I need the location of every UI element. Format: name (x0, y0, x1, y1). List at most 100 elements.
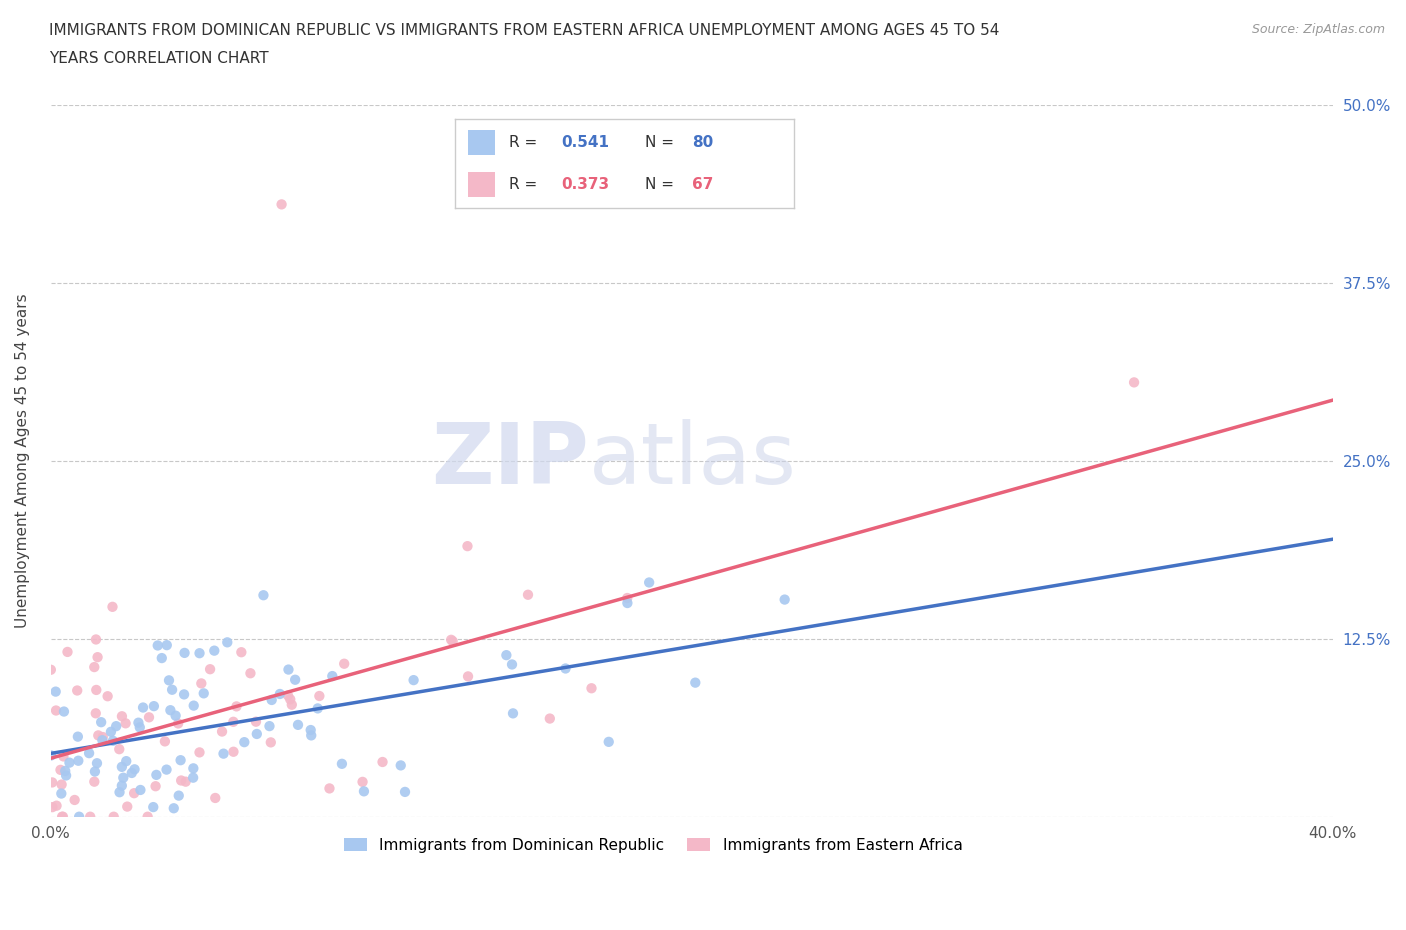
Point (136, 809, 159, 824)
Point (97, 689, 120, 704)
Point (39, 662, 62, 677)
Point (321, 669, 343, 684)
Text: IMMIGRANTS FROM DOMINICAN REPUBLIC VS IMMIGRANTS FROM EASTERN AFRICA UNEMPLOYMEN: IMMIGRANTS FROM DOMINICAN REPUBLIC VS IM… (49, 23, 1000, 38)
Point (51, 786, 73, 801)
Point (45, 703, 67, 718)
Point (193, 686, 215, 701)
Point (456, 538, 478, 553)
Point (115, 753, 138, 768)
Point (150, 651, 173, 666)
Point (108, 742, 131, 757)
Point (277, 662, 299, 677)
Point (204, 790, 226, 805)
Point (63, 792, 86, 807)
Point (170, 773, 193, 788)
Point (49, 763, 72, 777)
Point (330, 756, 353, 771)
Point (91, 733, 114, 748)
Point (165, 709, 187, 724)
Point (167, 716, 190, 731)
Point (91, 730, 114, 745)
Point (638, 575, 661, 590)
Point (111, 778, 134, 793)
Point (231, 644, 253, 659)
Point (101, 600, 124, 615)
Point (145, 778, 167, 793)
Point (259, 719, 281, 734)
Point (371, 754, 394, 769)
Point (538, 711, 561, 726)
Text: atlas: atlas (589, 419, 797, 502)
Point (114, 716, 136, 731)
Point (121, 765, 143, 780)
Point (124, 762, 146, 777)
Point (616, 591, 638, 605)
Point (181, 770, 204, 785)
Point (117, 799, 139, 814)
Point (299, 728, 322, 743)
Point (45, 798, 67, 813)
Point (173, 645, 195, 660)
Point (1123, 375, 1146, 390)
Point (307, 701, 329, 716)
Point (252, 588, 274, 603)
Point (501, 657, 523, 671)
Point (86, 650, 108, 665)
Point (202, 644, 225, 658)
Point (246, 726, 269, 741)
Point (281, 698, 304, 712)
Point (616, 595, 638, 610)
Point (45, 684, 67, 699)
Point (146, 638, 169, 653)
Point (52, 809, 75, 824)
Point (159, 703, 181, 718)
Point (129, 782, 152, 797)
Point (67, 753, 90, 768)
Point (287, 717, 309, 732)
Point (217, 635, 239, 650)
Point (299, 723, 322, 737)
Point (142, 698, 165, 713)
Point (41, 775, 63, 790)
Point (260, 735, 283, 750)
Point (173, 687, 195, 702)
Point (101, 734, 124, 749)
Point (90, 715, 112, 730)
Point (222, 744, 245, 759)
Point (100, 724, 122, 739)
Point (66, 729, 89, 744)
Point (457, 669, 479, 684)
Point (402, 672, 425, 687)
Point (270, 197, 292, 212)
Point (103, 809, 125, 824)
Point (318, 781, 340, 796)
Point (581, 681, 603, 696)
Point (352, 775, 374, 790)
Y-axis label: Unemployment Among Ages 45 to 54 years: Unemployment Among Ages 45 to 54 years (15, 293, 30, 628)
Point (122, 786, 145, 801)
Point (188, 745, 211, 760)
Point (685, 675, 707, 690)
Point (157, 673, 180, 688)
Point (183, 698, 205, 713)
Point (167, 789, 190, 804)
Point (190, 676, 212, 691)
Point (51, 777, 73, 792)
Point (353, 784, 375, 799)
Point (84, 706, 107, 721)
Point (145, 767, 167, 782)
Point (222, 714, 245, 729)
Point (160, 683, 183, 698)
Point (441, 633, 464, 648)
Point (308, 688, 330, 703)
Point (112, 770, 135, 785)
Point (111, 709, 134, 724)
Point (83, 659, 105, 674)
Point (211, 724, 233, 739)
Point (39, 748, 62, 763)
Point (52, 749, 75, 764)
Point (260, 693, 283, 708)
Point (269, 686, 291, 701)
Point (188, 645, 211, 660)
Point (333, 657, 356, 671)
